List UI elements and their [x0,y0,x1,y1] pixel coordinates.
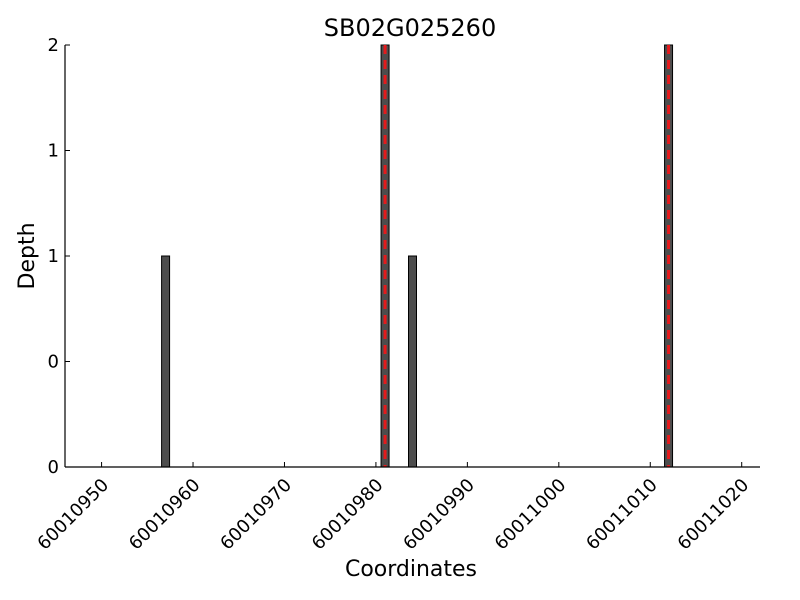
y-axis: 0 0 1 1 2 [48,35,70,478]
x-tick-label: 60011020 [674,475,754,555]
y-tick-label: 2 [48,35,59,56]
y-tick-label: 1 [48,141,59,162]
x-tick-label: 60010960 [125,475,205,555]
x-tick-label: 60011000 [491,475,571,555]
x-tick-label: 60011010 [582,475,662,555]
y-axis-title: Depth [15,222,40,289]
y-tick-label: 0 [48,457,59,478]
x-tick-label: 60010970 [216,475,296,555]
depth-bar [408,255,417,468]
x-tick-label: 60010950 [33,475,113,555]
y-tick-label: 1 [48,246,59,267]
plot-area: 60010950 60010960 60010970 60010980 60010990… [33,35,760,554]
depth-bar [161,255,171,468]
x-axis-title: Coordinates [345,557,477,582]
highlight-layer [383,45,671,467]
bars-layer [161,44,674,468]
x-tick-label: 60010990 [399,475,479,555]
x-tick-label: 60010980 [308,475,388,555]
x-axis: 60010950 60010960 60010970 60010980 60010990… [33,462,760,554]
y-tick-label: 0 [48,352,59,373]
chart-title: SB02G025260 [324,14,496,42]
